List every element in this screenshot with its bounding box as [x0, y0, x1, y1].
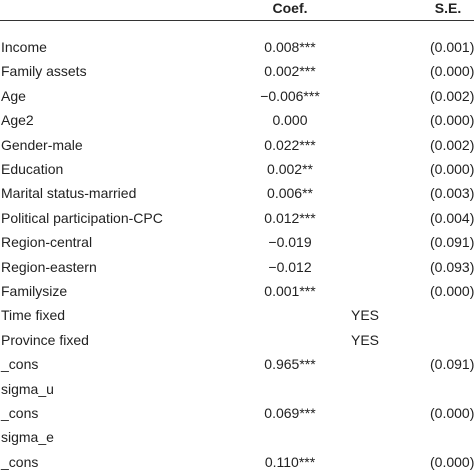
- variable-cell: Family assets: [1, 63, 87, 80]
- table-row: Province fixed YES: [0, 328, 474, 352]
- fixed-effect-cell: YES: [350, 307, 379, 324]
- table-row: sigma_e: [0, 425, 474, 449]
- table-row: _cons 0.069*** (0.000): [0, 401, 474, 425]
- se-cell: (0.003): [430, 185, 474, 202]
- coef-cell: 0.110***: [264, 453, 316, 470]
- coef-cell: −0.012: [268, 258, 312, 275]
- header-rule: [0, 20, 474, 21]
- table-row: Family assets 0.002*** (0.000): [0, 59, 474, 83]
- table-row: Age −0.006*** (0.002): [0, 84, 474, 108]
- se-cell: (0.001): [430, 39, 474, 55]
- se-cell: (0.093): [430, 258, 474, 275]
- coef-cell: −0.019: [268, 234, 312, 251]
- coef-column-header: Coef.: [272, 0, 308, 16]
- variable-cell: Province fixed: [1, 331, 89, 348]
- coef-cell: 0.008***: [264, 39, 316, 55]
- coef-cell: 0.002**: [267, 161, 313, 177]
- table-row: Marital status-married 0.006** (0.003): [0, 181, 474, 205]
- table-row: Region-central −0.019 (0.091): [0, 230, 474, 254]
- table-row: Time fixed YES: [0, 303, 474, 327]
- variable-cell: Political participation-CPC: [1, 209, 163, 226]
- coef-cell: 0.069***: [264, 405, 316, 421]
- table-row: Age2 0.000 (0.000): [0, 108, 474, 132]
- coef-cell: 0.000: [272, 112, 308, 129]
- table-row: Region-eastern −0.012 (0.093): [0, 255, 474, 279]
- se-cell: (0.002): [430, 87, 474, 104]
- variable-cell: Age: [1, 87, 26, 104]
- variable-cell: sigma_e: [1, 429, 54, 446]
- coef-cell: 0.965***: [264, 356, 316, 373]
- coef-cell: 0.002***: [264, 63, 316, 80]
- se-cell: (0.000): [430, 405, 474, 421]
- table-row: _cons 0.965*** (0.091): [0, 352, 474, 376]
- variable-cell: _cons: [1, 453, 39, 470]
- se-cell: (0.000): [430, 161, 474, 177]
- variable-cell: Marital status-married: [1, 185, 137, 202]
- se-cell: (0.000): [430, 453, 474, 470]
- table-row: Familysize 0.001*** (0.000): [0, 279, 474, 303]
- variable-cell: Income: [1, 39, 47, 55]
- coef-cell: 0.012***: [264, 209, 316, 226]
- table-row: Political participation-CPC 0.012*** (0.00…: [0, 206, 474, 230]
- variable-cell: Region-eastern: [1, 258, 97, 275]
- table-row: _cons 0.110*** (0.000): [0, 450, 474, 474]
- coef-cell: 0.001***: [264, 283, 316, 299]
- fixed-effect-cell: YES: [350, 331, 379, 348]
- variable-cell: Age2: [1, 112, 34, 129]
- table-row: Gender-male 0.022*** (0.002): [0, 133, 474, 157]
- variable-cell: _cons: [1, 356, 39, 373]
- variable-cell: _cons: [1, 405, 39, 421]
- se-cell: (0.004): [430, 209, 474, 226]
- se-cell: (0.000): [430, 63, 474, 80]
- table-row: Income 0.008*** (0.001): [0, 35, 474, 59]
- se-cell: (0.000): [430, 112, 474, 129]
- variable-cell: Gender-male: [1, 136, 83, 153]
- se-cell: (0.091): [430, 234, 474, 251]
- coef-cell: 0.022***: [264, 136, 316, 153]
- coef-cell: −0.006***: [260, 87, 320, 104]
- se-cell: (0.091): [430, 356, 474, 373]
- se-cell: (0.000): [430, 283, 474, 299]
- se-column-header: S.E.: [434, 0, 462, 16]
- variable-cell: Education: [1, 161, 64, 177]
- variable-cell: Time fixed: [1, 307, 66, 324]
- table-row: Education 0.002** (0.000): [0, 157, 474, 181]
- variable-cell: Familysize: [1, 283, 68, 299]
- variable-cell: sigma_u: [1, 380, 54, 397]
- se-cell: (0.002): [430, 136, 474, 153]
- variable-cell: Region-central: [1, 234, 93, 251]
- coef-cell: 0.006**: [267, 185, 313, 202]
- table-row: sigma_u: [0, 377, 474, 401]
